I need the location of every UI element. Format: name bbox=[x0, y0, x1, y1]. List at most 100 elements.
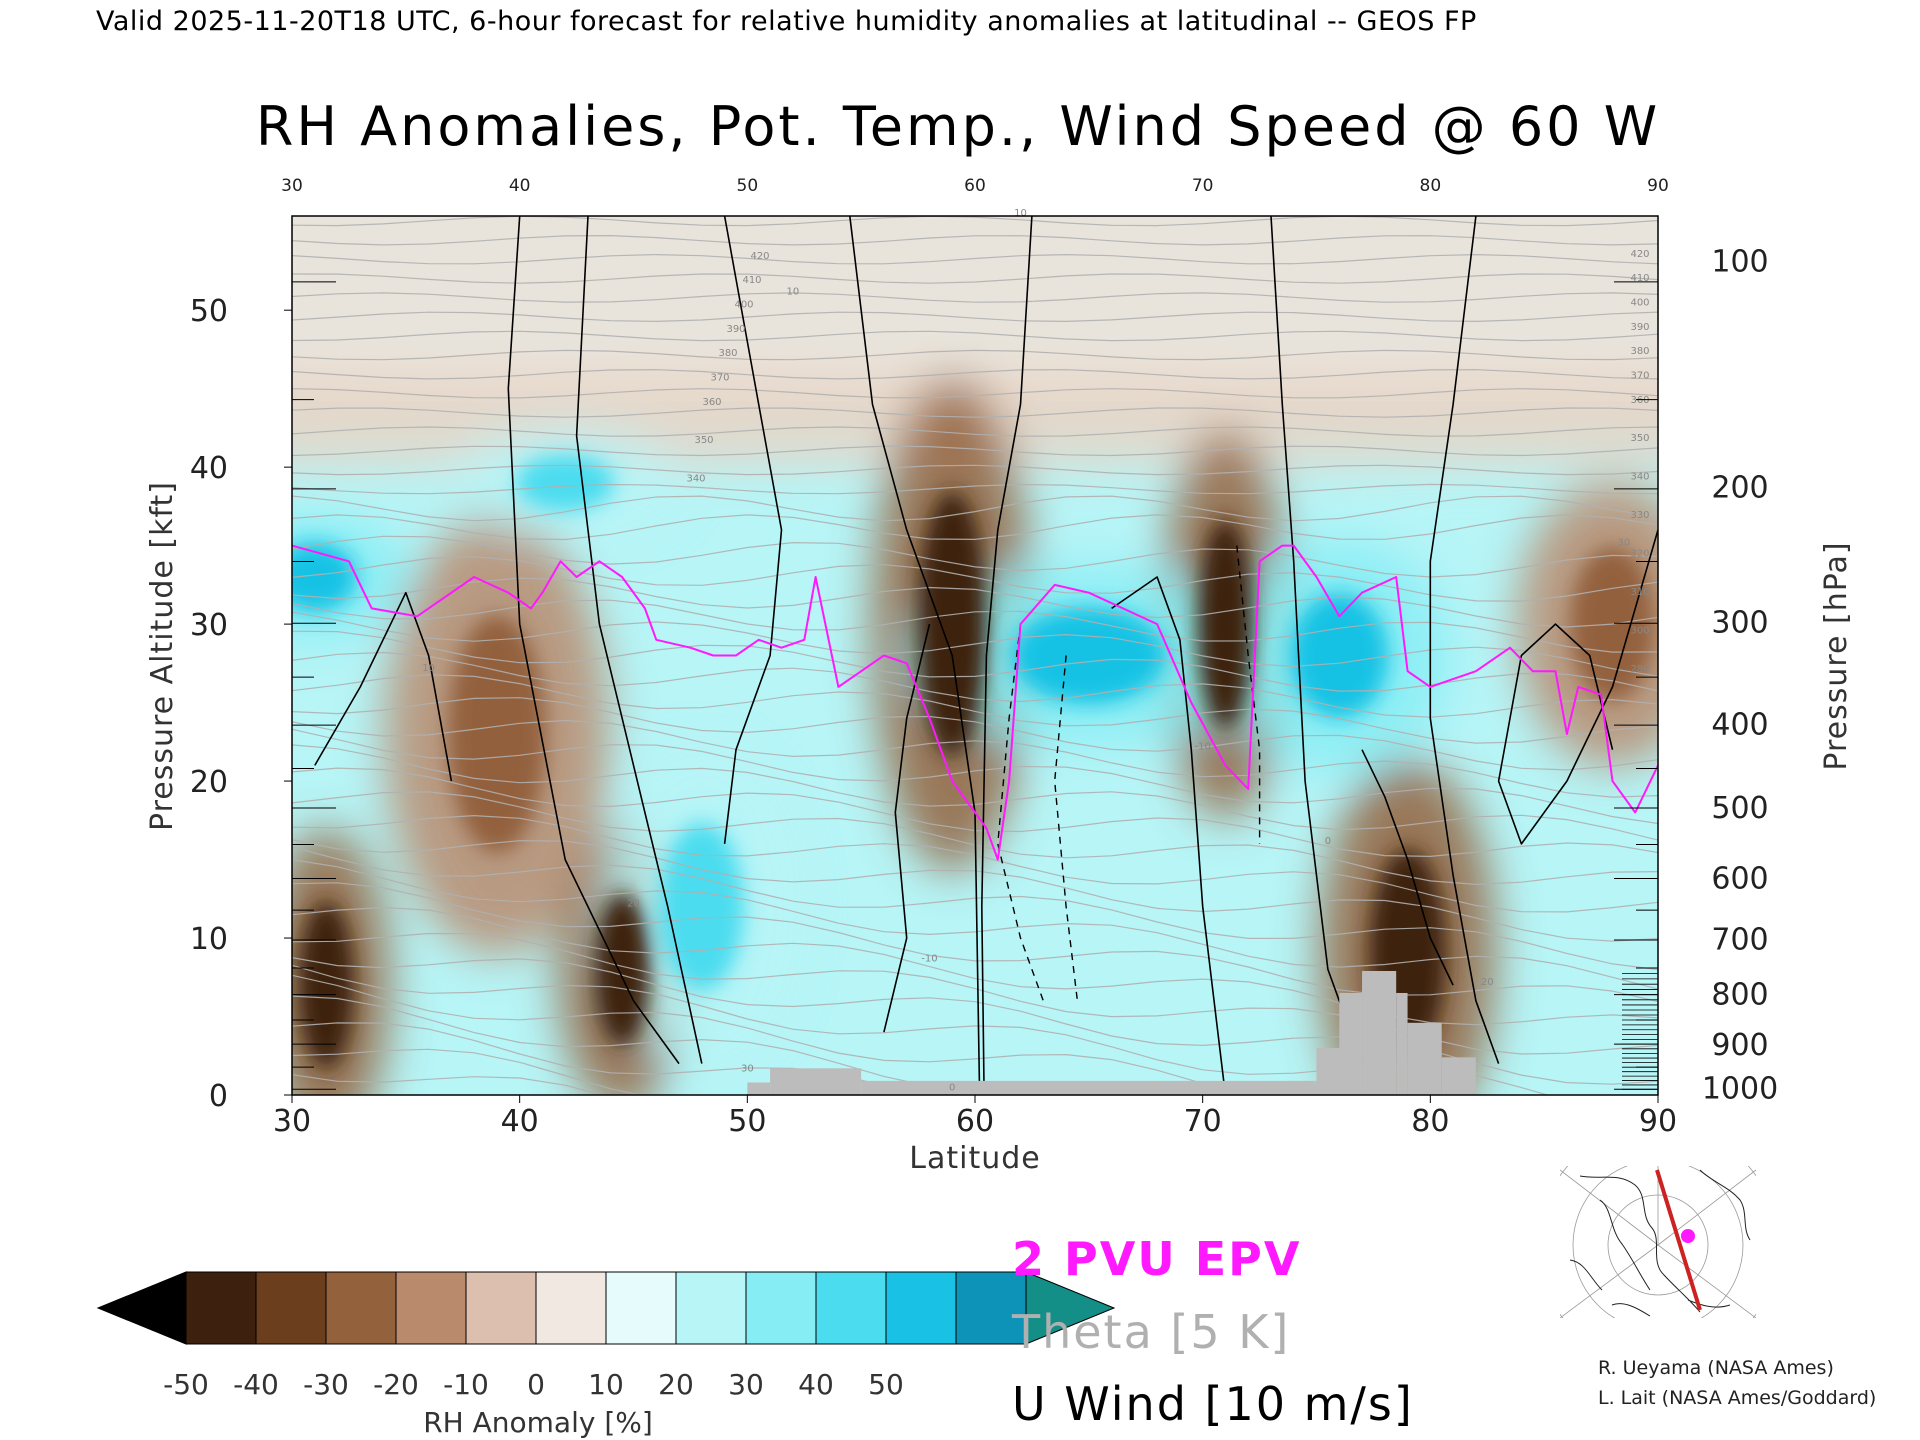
u-wind-contour bbox=[849, 216, 981, 1095]
legend-theta: Theta [5 K] bbox=[1011, 1305, 1290, 1359]
theta-contour bbox=[292, 464, 1658, 476]
theta-contour-label: 320 bbox=[1630, 549, 1649, 560]
colorbar-low-arrow bbox=[96, 1271, 187, 1345]
section-marker-icon bbox=[1681, 1229, 1695, 1243]
wind-contour-label: -10 bbox=[921, 954, 937, 965]
x-tick-label: 90 bbox=[1639, 1104, 1677, 1139]
colorbar-tick-label: 40 bbox=[798, 1368, 834, 1401]
theta-contour bbox=[292, 330, 1658, 342]
colorbar-segment bbox=[535, 1271, 607, 1345]
u-wind-contour bbox=[507, 216, 680, 1065]
theta-contour-label: 420 bbox=[1630, 249, 1649, 260]
rh-core-dry bbox=[447, 614, 546, 853]
u-wind-contour bbox=[1270, 216, 1363, 1064]
legend-wind: U Wind [10 m/s] bbox=[1012, 1377, 1414, 1431]
pressure-tick-label: 800 bbox=[1711, 978, 1768, 1013]
epv-2pvu-line bbox=[292, 544, 1658, 861]
y-tick-label: 40 bbox=[190, 451, 228, 486]
theta-contour-label: 380 bbox=[718, 348, 737, 359]
u-wind-contour bbox=[1361, 749, 1454, 986]
colorbar-segment bbox=[395, 1271, 467, 1345]
orography-block bbox=[861, 1080, 1317, 1095]
theta-contour bbox=[292, 697, 1658, 771]
x-tick-label: 40 bbox=[501, 1104, 539, 1139]
pressure-tick-label: 1000 bbox=[1702, 1072, 1778, 1107]
theta-contour bbox=[292, 388, 1658, 399]
wind-contour-label: 0 bbox=[1325, 836, 1331, 847]
colorbar-tick-label: 0 bbox=[527, 1368, 545, 1401]
u-wind-contours bbox=[314, 216, 1658, 1095]
plot-area bbox=[292, 197, 1658, 1095]
u-wind-negative-contour bbox=[1236, 545, 1261, 844]
theta-contour bbox=[292, 483, 1658, 495]
theta-contour-label: 380 bbox=[1630, 346, 1649, 357]
x-tick-label: 80 bbox=[1411, 1104, 1449, 1139]
theta-contour bbox=[292, 495, 1658, 522]
theta-contour bbox=[292, 1048, 644, 1095]
colorbar-segment bbox=[745, 1271, 817, 1345]
colorbar-tick-label: -20 bbox=[373, 1368, 419, 1401]
colorbar-tick-label: -30 bbox=[303, 1368, 349, 1401]
orography-block bbox=[1316, 1047, 1340, 1095]
x-tick-label: 50 bbox=[728, 1104, 766, 1139]
theta-contour bbox=[292, 234, 1658, 246]
contour-labels: 420 420 410 410 400 400 390 390 380 380 370 370 360 3… bbox=[422, 208, 1649, 1093]
theta-contour bbox=[292, 349, 1658, 361]
pressure-tick-label: 600 bbox=[1711, 861, 1768, 896]
theta-contour bbox=[292, 197, 1658, 206]
valid-time-line: Valid 2025-11-20T18 UTC, 6-hour forecast… bbox=[96, 6, 1477, 37]
pressure-tick-label: 700 bbox=[1711, 923, 1768, 958]
u-wind-contour bbox=[1497, 529, 1658, 845]
wind-contour-label: 20 bbox=[1481, 977, 1494, 988]
rh-core-moist bbox=[1011, 606, 1166, 705]
theta-contour-label: 360 bbox=[702, 397, 721, 408]
pressure-tick-label: 300 bbox=[1711, 606, 1768, 641]
colorbar-tick-label: 10 bbox=[588, 1368, 624, 1401]
wind-contour-label: 30 bbox=[741, 1063, 754, 1074]
colorbar-tick-label: -40 bbox=[233, 1368, 279, 1401]
colorbar-tick-label: 20 bbox=[658, 1368, 694, 1401]
colorbar-segment bbox=[325, 1271, 397, 1345]
theta-contour bbox=[292, 273, 1658, 284]
theta-contour-label: 370 bbox=[1630, 370, 1649, 381]
colorbar-ticks: -50 -40 -30 -20 -10 0 10 20 30 40 50 bbox=[163, 1368, 904, 1401]
theta-contour bbox=[292, 445, 1658, 457]
rh-core-moist bbox=[1290, 592, 1389, 719]
pressure-tick-label: 100 bbox=[1711, 245, 1768, 280]
colorbar-tick-label: -10 bbox=[443, 1368, 489, 1401]
orography-block bbox=[1362, 970, 1397, 1095]
theta-contour-label: 340 bbox=[1630, 472, 1649, 483]
colorbar-segment bbox=[885, 1271, 957, 1345]
theta-contour bbox=[292, 906, 1658, 1026]
theta-contour bbox=[292, 311, 1658, 323]
theta-contour bbox=[292, 728, 1658, 825]
legend-epv: 2 PVU EPV bbox=[1012, 1232, 1301, 1286]
colorbar-segment bbox=[255, 1271, 327, 1345]
u-wind-contour bbox=[1429, 216, 1500, 1064]
credit-line-2: L. Lait (NASA Ames/Goddard) bbox=[1598, 1387, 1876, 1409]
x-tick-label: 70 bbox=[1184, 1104, 1222, 1139]
colorbar-segment bbox=[675, 1271, 747, 1345]
y-tick-label: 50 bbox=[190, 294, 228, 329]
theta-contour-label: 300 bbox=[1630, 626, 1649, 637]
u-wind-negative-contour bbox=[997, 624, 1044, 1002]
pressure-tick-label: 500 bbox=[1711, 791, 1768, 826]
u-wind-contour bbox=[1111, 576, 1227, 1095]
x-top-tick-label: 60 bbox=[964, 176, 986, 196]
theta-contour-label: 340 bbox=[686, 474, 705, 485]
pressure-axis-ticks: 100 200 300 400 500 600 700 800 900 1000 bbox=[1702, 245, 1778, 1107]
x-top-tick-label: 40 bbox=[509, 176, 531, 196]
colorbar-high-arrow bbox=[1025, 1271, 1116, 1345]
theta-contour bbox=[292, 369, 1658, 380]
pressure-tick-label: 900 bbox=[1711, 1028, 1768, 1063]
theta-contour bbox=[292, 292, 1658, 303]
colorbar-tick-label: 50 bbox=[868, 1368, 904, 1401]
pressure-tick-marks bbox=[292, 281, 1658, 1090]
theta-contour-label: 330 bbox=[1630, 510, 1649, 521]
theta-contour-label: 410 bbox=[742, 275, 761, 286]
theta-contour-label: 310 bbox=[1630, 587, 1649, 598]
u-wind-negative-contour bbox=[1053, 655, 1079, 1001]
colorbar-label: RH Anomaly [%] bbox=[423, 1406, 653, 1439]
wind-contour-label: 0 bbox=[949, 1082, 955, 1093]
